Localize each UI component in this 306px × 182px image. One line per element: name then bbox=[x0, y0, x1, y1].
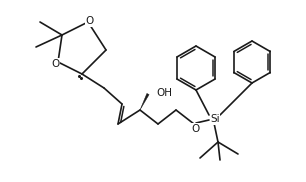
Text: O: O bbox=[86, 16, 94, 26]
Text: O: O bbox=[51, 59, 59, 69]
Text: OH: OH bbox=[156, 88, 172, 98]
Text: OH: OH bbox=[156, 88, 172, 98]
Text: Si: Si bbox=[210, 114, 220, 124]
Polygon shape bbox=[140, 93, 149, 110]
Text: O: O bbox=[51, 59, 59, 69]
Text: O: O bbox=[191, 124, 199, 134]
Text: O: O bbox=[191, 124, 199, 134]
Text: Si: Si bbox=[210, 114, 220, 124]
Text: O: O bbox=[86, 16, 94, 26]
